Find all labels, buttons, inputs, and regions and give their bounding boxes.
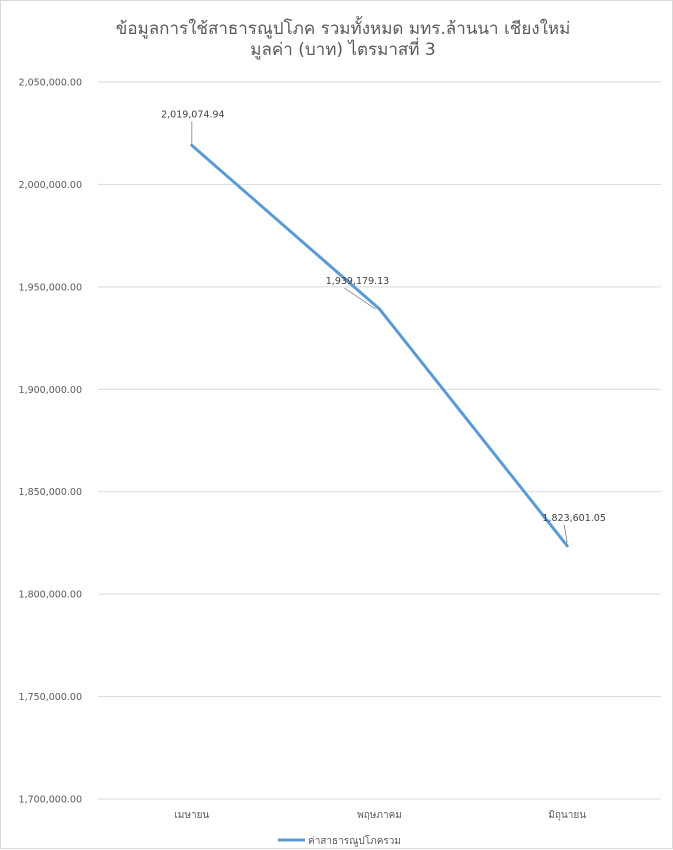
chart-title-line-1: ข้อมูลการใช้สาธารณูปโภค รวมทั้งหมด มทร.ล… xyxy=(116,16,571,39)
data-labels: 2,019,074.94 1,939,179.13 1,823,601.05 xyxy=(161,109,606,543)
y-tick-label: 2,050,000.00 xyxy=(19,78,82,89)
gridlines xyxy=(98,81,661,800)
data-label-leader xyxy=(563,524,568,543)
y-tick-label: 1,750,000.00 xyxy=(19,692,82,703)
x-axis-category-labels: เมษายน พฤษภาคม มิถุนายน xyxy=(174,810,586,821)
y-tick-label: 1,850,000.00 xyxy=(19,487,82,498)
y-axis-tick-labels: 1,700,000.00 1,750,000.00 1,800,000.00 1,85… xyxy=(19,78,82,806)
x-category-label: มิถุนายน xyxy=(548,810,586,821)
series-lines xyxy=(190,143,569,548)
data-label-leader xyxy=(344,287,376,310)
data-label: 2,019,074.94 xyxy=(161,109,224,120)
x-category-label: เมษายน xyxy=(174,810,209,821)
x-category-label: พฤษภาคม xyxy=(357,810,402,821)
y-tick-label: 2,000,000.00 xyxy=(19,180,82,191)
y-tick-label: 1,700,000.00 xyxy=(19,795,82,806)
y-tick-label: 1,950,000.00 xyxy=(19,282,82,293)
chart-title-line-2: มูลค่า (บาท) ไตรมาสที่ 3 xyxy=(250,37,435,60)
legend: ค่าสาธารณูปโภครวม xyxy=(278,834,401,847)
data-label: 1,939,179.13 xyxy=(326,276,389,287)
series-line xyxy=(190,143,569,548)
data-label: 1,823,601.05 xyxy=(542,513,605,524)
y-tick-label: 1,800,000.00 xyxy=(19,590,82,601)
y-tick-label: 1,900,000.00 xyxy=(19,385,82,396)
legend-label: ค่าสาธารณูปโภครวม xyxy=(308,834,401,847)
